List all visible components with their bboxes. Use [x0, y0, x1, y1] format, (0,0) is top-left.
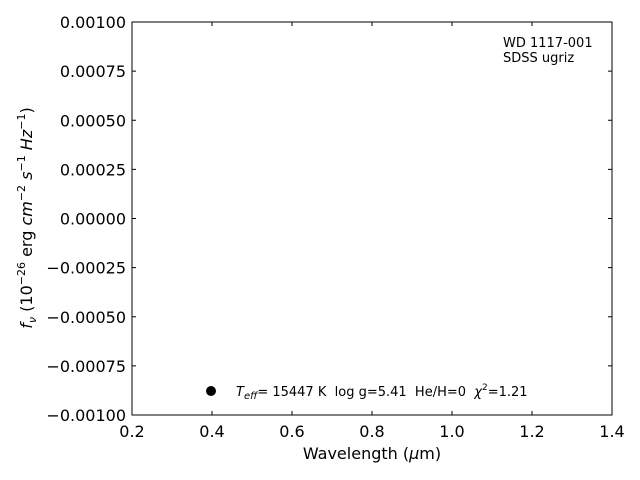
y-tick-label: 0.00025 [60, 160, 126, 179]
y-tick-label: −0.00025 [46, 259, 126, 278]
x-tick-label: 1.4 [599, 422, 624, 441]
x-axis-label-text: Wavelength ( [303, 444, 409, 463]
legend-marker [206, 386, 216, 396]
y-tick-label: −0.00050 [46, 308, 126, 327]
annotation-line-2: SDSS ugriz [503, 51, 574, 66]
y-tick-label: 0.00075 [60, 62, 126, 81]
y-tick-label: 0.00100 [60, 13, 126, 32]
x-tick-label: 1.2 [519, 422, 544, 441]
x-tick-label: 0.2 [119, 422, 144, 441]
plot-area [131, 21, 613, 416]
x-axis-ticks: 0.2 0.4 0.6 0.8 1.0 1.2 1.4 [119, 22, 625, 441]
x-axis-label-mu: μ [408, 444, 419, 463]
y-axis-label: fν (10−26 erg cm−2 s−1 Hz−1) [15, 107, 39, 328]
legend: Teff= 15447 K log g=5.41 He/H=0 χ2=1.21 [206, 383, 528, 402]
x-tick-label: 0.4 [199, 422, 224, 441]
x-tick-label: 0.6 [279, 422, 304, 441]
x-axis-label: Wavelength (μm) [303, 444, 441, 463]
x-tick-label: 0.8 [359, 422, 384, 441]
x-axis-label-end: m) [419, 444, 441, 463]
y-axis-ticks: −0.00100 −0.00075 −0.00050 −0.00025 0.00000 0… [46, 13, 612, 425]
annotation-line-1: WD 1117-001 [503, 36, 593, 51]
y-tick-label: −0.00075 [46, 357, 126, 376]
y-tick-label: −0.00100 [46, 406, 126, 425]
y-tick-label: 0.00000 [60, 210, 126, 229]
y-tick-label: 0.00050 [60, 111, 126, 130]
x-tick-label: 1.0 [439, 422, 464, 441]
legend-label: Teff= 15447 K log g=5.41 He/H=0 χ2=1.21 [236, 383, 528, 402]
